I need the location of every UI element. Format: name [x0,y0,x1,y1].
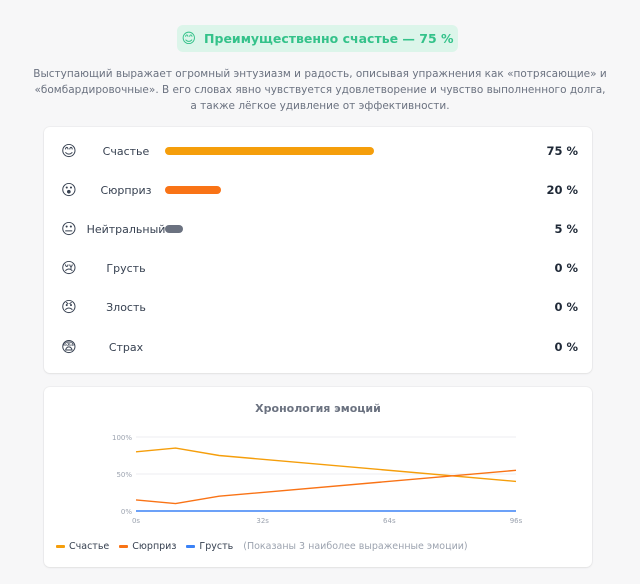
emotion-row-anger: 😠 Злость 0 % [44,297,592,317]
emotion-timeline-chart: 0% 50% 100% 0s 32s 64s 96s [112,434,523,525]
emotion-label: Сюрприз [100,183,152,197]
legend-item-surprise: Сюрприз [119,541,176,552]
y-tick-label: 0% [121,508,132,516]
y-tick-label: 50% [116,471,132,479]
legend-swatch [56,545,65,548]
emotion-label: Злость [106,300,146,314]
legend-label: Сюрприз [132,541,177,552]
emotion-percent: 75 % [546,144,578,158]
emotion-breakdown-card: 😊 Счастье 75 % 😮 Сюрприз 20 % 😐 Нейтраль… [44,127,592,373]
emotion-percent: 0 % [554,261,578,275]
chart-legend: Счастье Сюрприз Грусть (Показаны 3 наибо… [56,541,468,552]
emotion-row-fear: 😨 Страх 0 % [44,337,592,357]
neutral-face-icon: 😐 [61,219,77,238]
fearful-face-icon: 😨 [61,337,77,356]
x-tick-label: 32s [256,517,269,525]
emotion-bar [165,225,183,233]
emotion-row-neutral: 😐 Нейтральный 5 % [44,219,592,239]
emotion-row-happiness: 😊 Счастье 75 % [44,141,592,161]
emotion-row-sadness: 😢 Грусть 0 % [44,258,592,278]
happy-face-icon: 😊 [181,30,197,47]
emotion-label: Страх [108,340,144,354]
x-tick-label: 0s [132,517,140,525]
emotion-label: Счастье [102,144,150,158]
emotion-timeline-card: Хронология эмоций 0% 50% 100% 0s 32s 64s 96s С… [44,387,592,567]
emotion-percent: 0 % [554,340,578,354]
angry-face-icon: 😠 [61,297,77,316]
emotion-row-surprise: 😮 Сюрприз 20 % [44,180,592,200]
y-tick-label: 100% [112,434,132,442]
sad-face-icon: 😢 [61,258,77,277]
dominant-emotion-badge: 😊 Преимущественно счастье — 75 % [177,25,458,52]
legend-note: (Показаны 3 наиболее выраженные эмоции) [243,541,468,552]
x-tick-label: 64s [383,517,396,525]
emotion-label: Нейтральный [86,222,166,236]
emotion-bar [165,147,374,155]
emotion-percent: 0 % [554,300,578,314]
series-line [135,447,517,483]
dominant-emotion-text: Преимущественно счастье — 75 % [204,31,454,46]
happy-face-icon: 😊 [61,141,77,160]
x-tick-label: 96s [510,517,523,525]
legend-swatch [186,545,196,548]
emotion-label: Грусть [106,261,146,275]
emotion-bar [165,186,221,194]
legend-label: Счастье [69,541,110,552]
chart-title: Хронология эмоций [255,402,381,415]
emotion-percent: 20 % [546,183,578,197]
emotion-percent: 5 % [554,222,578,236]
series-line [135,469,517,505]
analysis-description: Выступающий выражает огромный энтузиазм … [33,68,607,112]
legend-item-sadness: Грусть [186,541,233,552]
legend-item-happiness: Счастье [56,541,109,552]
legend-swatch [119,545,129,548]
legend-label: Грусть [199,541,234,552]
surprised-face-icon: 😮 [61,180,77,199]
